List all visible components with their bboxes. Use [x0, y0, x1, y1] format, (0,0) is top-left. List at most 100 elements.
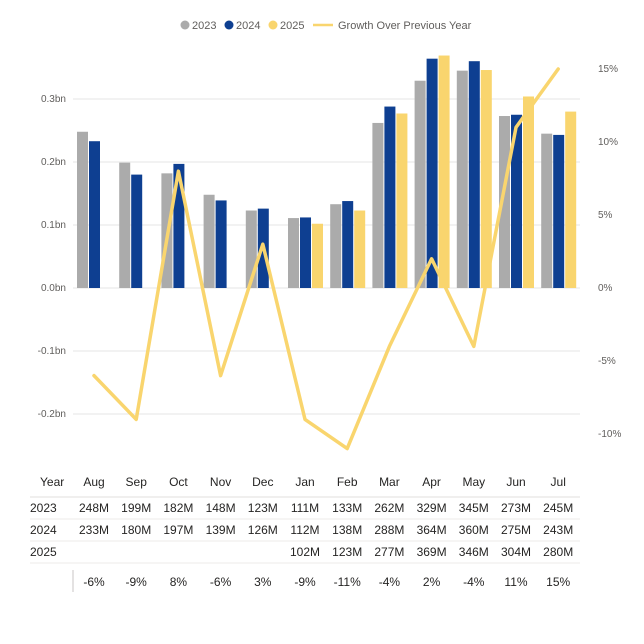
- table-cell: 304M: [501, 545, 531, 559]
- table-cell: 126M: [248, 523, 278, 537]
- y-tick-left: 0.2bn: [41, 157, 66, 168]
- bar-2025-May: [480, 70, 492, 289]
- legend-marker-2025: [268, 20, 278, 30]
- table-cell: 148M: [206, 501, 236, 515]
- table-cell: 199M: [121, 501, 151, 515]
- table-cell: 197M: [163, 523, 193, 537]
- legend-marker-2023: [180, 20, 190, 30]
- bar-2025-Jan: [312, 223, 323, 288]
- growth-cell: -6%: [83, 575, 105, 589]
- bar-2023-Sep: [119, 162, 131, 288]
- table-cell: 233M: [79, 523, 109, 537]
- legend-label-2025: 2025: [280, 20, 304, 32]
- x-tick-label: Sep: [126, 475, 148, 489]
- y-tick-right: -10%: [598, 429, 621, 440]
- table-cell: 248M: [79, 501, 109, 515]
- bar-2024-Sep: [131, 174, 143, 288]
- table-cell: 245M: [543, 501, 573, 515]
- table-cell: 369M: [417, 545, 447, 559]
- table-cell: 182M: [163, 501, 193, 515]
- growth-cell: 8%: [170, 575, 188, 589]
- y-tick-left: -0.1bn: [38, 346, 66, 357]
- table-cell: 329M: [417, 501, 447, 515]
- growth-cell: -11%: [334, 575, 361, 589]
- x-tick-label: Mar: [379, 475, 400, 489]
- table-row-label: 2025: [30, 545, 57, 559]
- table-cell: 364M: [417, 523, 447, 537]
- table-cell: 288M: [374, 523, 404, 537]
- table-cell: 102M: [290, 545, 320, 559]
- growth-cell: 11%: [504, 575, 527, 589]
- table-cell: 123M: [332, 545, 362, 559]
- bar-2023-Apr: [414, 80, 426, 288]
- bar-2023-Feb: [330, 204, 342, 288]
- y-tick-right: -5%: [598, 356, 616, 367]
- bar-2023-Jun: [499, 116, 510, 288]
- y-tick-right: 15%: [598, 64, 618, 75]
- growth-cell: -6%: [210, 575, 232, 589]
- table-cell: 138M: [332, 523, 362, 537]
- table-cell: 280M: [543, 545, 573, 559]
- bar-2024-Nov: [215, 200, 227, 288]
- table-cell: 123M: [248, 501, 278, 515]
- table-header-label: Year: [40, 475, 64, 489]
- x-tick-label: Jul: [551, 475, 566, 489]
- table-row-label: 2023: [30, 501, 57, 515]
- legend-label-2024: 2024: [236, 20, 260, 32]
- bar-2024-Aug: [89, 141, 100, 288]
- legend-label-2023: 2023: [192, 20, 216, 32]
- bar-2024-Jul: [553, 134, 565, 288]
- growth-cell: -4%: [379, 575, 401, 589]
- growth-cell: 2%: [423, 575, 441, 589]
- bar-2023-Dec: [245, 210, 257, 288]
- growth-line: [92, 67, 560, 451]
- y-tick-right: 10%: [598, 137, 618, 148]
- bar-2025-Mar: [396, 113, 408, 289]
- bar-2023-Aug: [77, 131, 88, 288]
- x-tick-label: Dec: [252, 475, 273, 489]
- x-tick-label: Oct: [169, 475, 188, 489]
- y-tick-right: 5%: [598, 210, 613, 221]
- x-tick-label: Apr: [422, 475, 441, 489]
- bar-2023-May: [456, 70, 468, 289]
- table-cell: 111M: [291, 501, 319, 515]
- bar-2025-Jul: [565, 111, 577, 288]
- table-cell: 112M: [290, 523, 319, 537]
- bar-2024-Apr: [426, 58, 438, 289]
- y-tick-left: 0.0bn: [41, 283, 66, 294]
- table-cell: 275M: [501, 523, 531, 537]
- table-cell: 277M: [374, 545, 404, 559]
- bar-2024-May: [468, 61, 480, 289]
- bar-2024-Jun: [511, 114, 522, 288]
- table-cell: 180M: [121, 523, 151, 537]
- table-cell: 133M: [332, 501, 362, 515]
- growth-cell: -9%: [126, 575, 148, 589]
- table-cell: 346M: [459, 545, 489, 559]
- bar-2023-Mar: [372, 122, 384, 288]
- growth-cell: 15%: [546, 575, 570, 589]
- x-tick-label: Aug: [83, 475, 104, 489]
- bar-2024-Jan: [300, 217, 311, 288]
- legend-marker-2024: [224, 20, 234, 30]
- bar-2025-Apr: [438, 55, 450, 288]
- y-tick-left: 0.3bn: [41, 94, 66, 105]
- bar-2023-Jul: [541, 133, 553, 288]
- growth-cell: 3%: [254, 575, 272, 589]
- table-cell: 262M: [374, 501, 404, 515]
- bar-2025-Jun: [523, 96, 534, 288]
- growth-cell: -9%: [294, 575, 316, 589]
- table-cell: 139M: [206, 523, 236, 537]
- x-tick-label: Jun: [506, 475, 525, 489]
- bar-2025-Feb: [354, 210, 366, 288]
- table-cell: 345M: [459, 501, 489, 515]
- table-cell: 243M: [543, 523, 573, 537]
- bar-2024-Oct: [173, 163, 185, 288]
- x-tick-label: May: [462, 475, 485, 489]
- bar-2024-Mar: [384, 106, 396, 288]
- bar-2023-Nov: [203, 194, 215, 288]
- bar-2023-Jan: [288, 218, 299, 288]
- table-cell: 273M: [501, 501, 531, 515]
- x-tick-label: Nov: [210, 475, 231, 489]
